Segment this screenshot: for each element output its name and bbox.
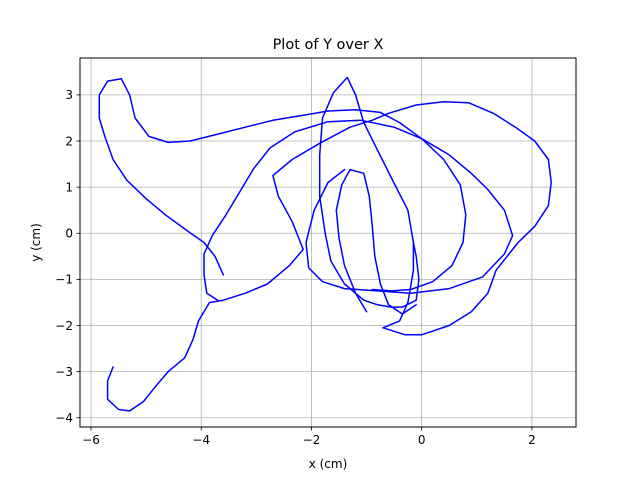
trajectory-line: [106, 101, 552, 412]
x-tick-label: 2: [528, 433, 536, 447]
trajectory-line: [203, 119, 514, 301]
tick-layer: −6 −4 −2 0 2 −4 −3 −2 −1 0 1 2 3: [55, 88, 535, 447]
y-tick-label: −2: [55, 319, 73, 333]
y-axis-title: y (cm): [29, 223, 43, 262]
y-tick-label: −4: [55, 411, 73, 425]
y-tick-label: 0: [65, 227, 73, 241]
trajectory-line: [98, 78, 467, 292]
x-tick-label: −4: [192, 433, 210, 447]
y-tick-label: −1: [55, 273, 73, 287]
y-tick-label: 2: [65, 134, 73, 148]
x-tick-label: −6: [82, 433, 100, 447]
trajectory-line: [318, 76, 420, 329]
chart-title: Plot of Y over X: [273, 37, 384, 53]
y-tick-label: 1: [65, 180, 73, 194]
y-tick-label: −3: [55, 365, 73, 379]
y-tick-label: 3: [65, 88, 73, 102]
series-layer: [98, 76, 552, 412]
x-axis-title: x (cm): [309, 457, 348, 471]
x-tick-label: −2: [303, 433, 321, 447]
x-tick-label: 0: [418, 433, 426, 447]
plot-frame: [79, 57, 577, 428]
trajectory-line: [335, 168, 417, 315]
